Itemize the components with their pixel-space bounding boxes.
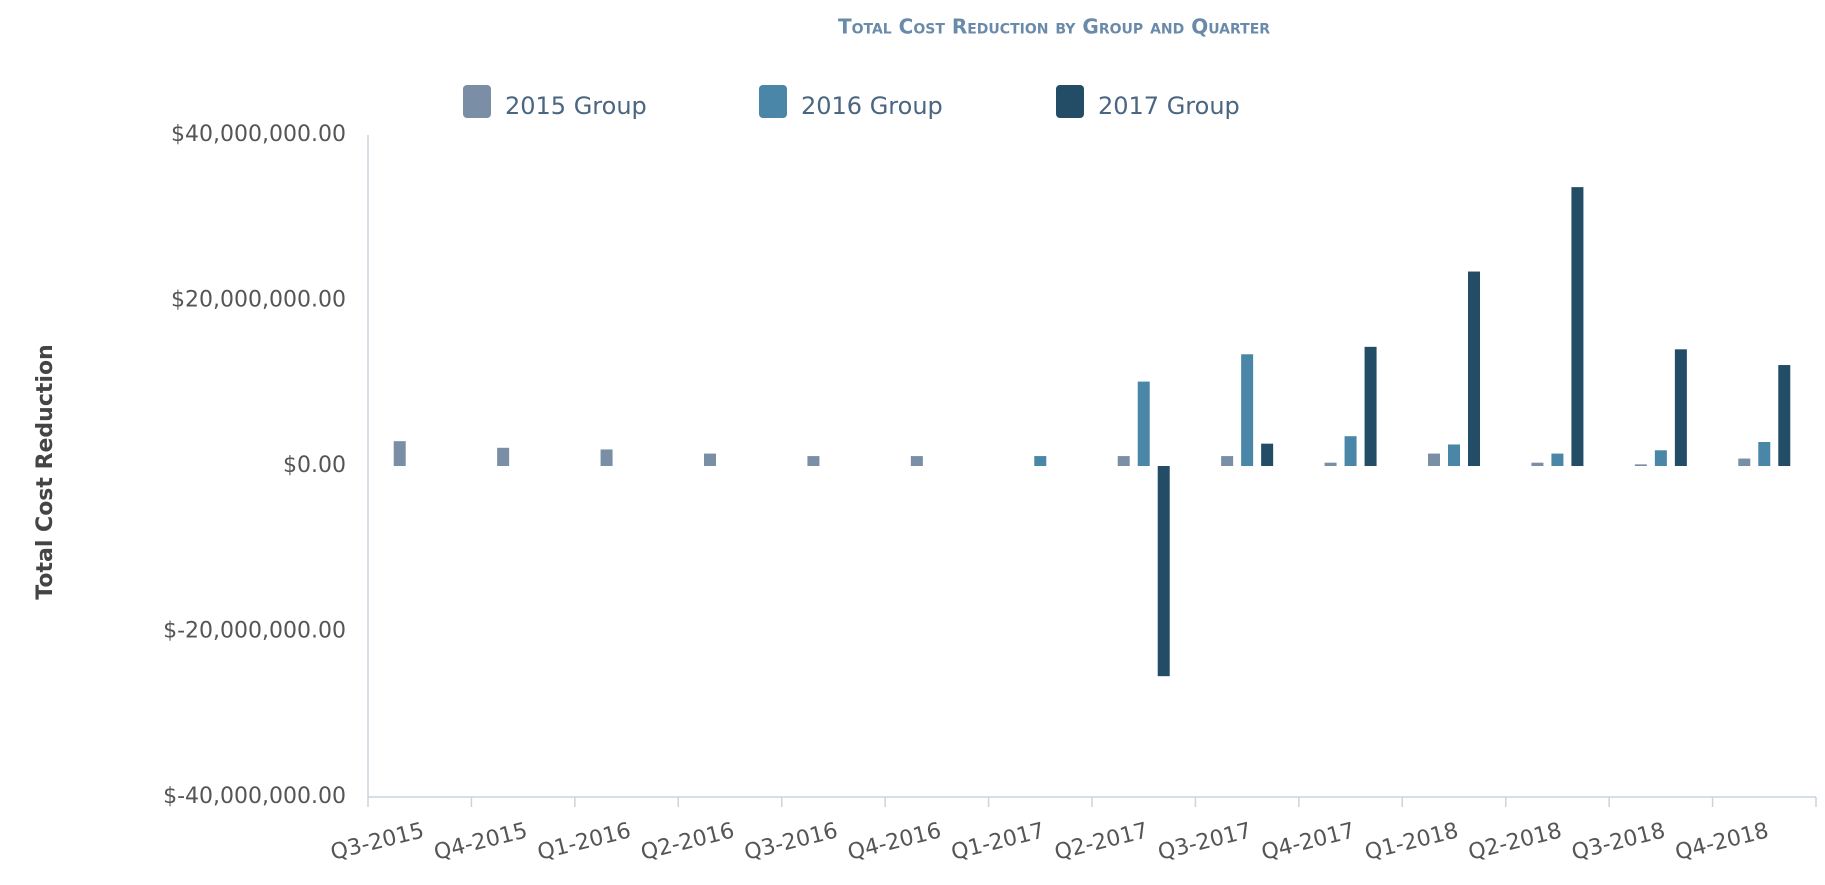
bar [1634, 464, 1647, 466]
y-tick-label: $40,000,000.00 [171, 122, 346, 147]
bar [1428, 453, 1440, 466]
bar [1344, 436, 1357, 466]
bar [1137, 381, 1150, 466]
bar [1738, 458, 1751, 466]
y-tick-label: $-40,000,000.00 [163, 784, 346, 809]
legend-label: 2016 Group [801, 92, 943, 120]
x-tick-label: Q3-2018 [1569, 818, 1667, 865]
bar [1778, 365, 1791, 466]
x-tick-label: Q1-2017 [949, 818, 1047, 865]
legend-swatch [1056, 85, 1084, 118]
bar [1324, 462, 1337, 466]
bar [1571, 187, 1584, 466]
bar [497, 447, 510, 466]
bar [1654, 450, 1667, 466]
x-tick-label: Q4-2017 [1259, 818, 1357, 865]
x-tick-label: Q1-2018 [1362, 818, 1460, 865]
bar [704, 453, 716, 466]
bar [1674, 349, 1687, 466]
bar [1551, 453, 1564, 466]
x-tick-label: Q4-2016 [845, 818, 943, 865]
bar [1261, 443, 1274, 466]
bar [1531, 462, 1544, 466]
bar [1468, 271, 1480, 466]
y-tick-label: $-20,000,000.00 [163, 619, 346, 644]
x-tick-label: Q4-2018 [1673, 818, 1771, 865]
bar [1034, 456, 1047, 466]
bar [1241, 354, 1254, 466]
bar [1157, 466, 1170, 677]
bar [1758, 442, 1771, 466]
y-axis-label: Total Cost Reduction [33, 344, 58, 599]
y-tick-label: $20,000,000.00 [171, 288, 346, 313]
x-tick-label: Q2-2016 [638, 818, 736, 865]
x-tick-label: Q2-2018 [1466, 818, 1564, 865]
bar [910, 456, 923, 466]
bar [1448, 444, 1460, 466]
bar [1364, 346, 1377, 466]
bar [1117, 456, 1130, 466]
legend-label: 2017 Group [1098, 92, 1240, 120]
legend-label: 2015 Group [505, 92, 647, 120]
bar [393, 441, 406, 466]
legend-swatch [463, 85, 491, 118]
chart-title: Total Cost Reduction by Group and Quarte… [838, 15, 1270, 39]
x-tick-label: Q1-2016 [535, 818, 633, 865]
bar [1221, 456, 1234, 466]
x-tick-label: Q3-2016 [742, 818, 840, 865]
x-tick-label: Q4-2015 [432, 818, 530, 865]
x-tick-label: Q2-2017 [1052, 818, 1150, 865]
x-tick-label: Q3-2017 [1156, 818, 1254, 865]
bar [600, 449, 613, 466]
y-tick-label: $0.00 [283, 453, 346, 478]
x-tick-label: Q3-2015 [328, 818, 426, 865]
legend-swatch [759, 85, 787, 118]
bar [807, 456, 820, 466]
